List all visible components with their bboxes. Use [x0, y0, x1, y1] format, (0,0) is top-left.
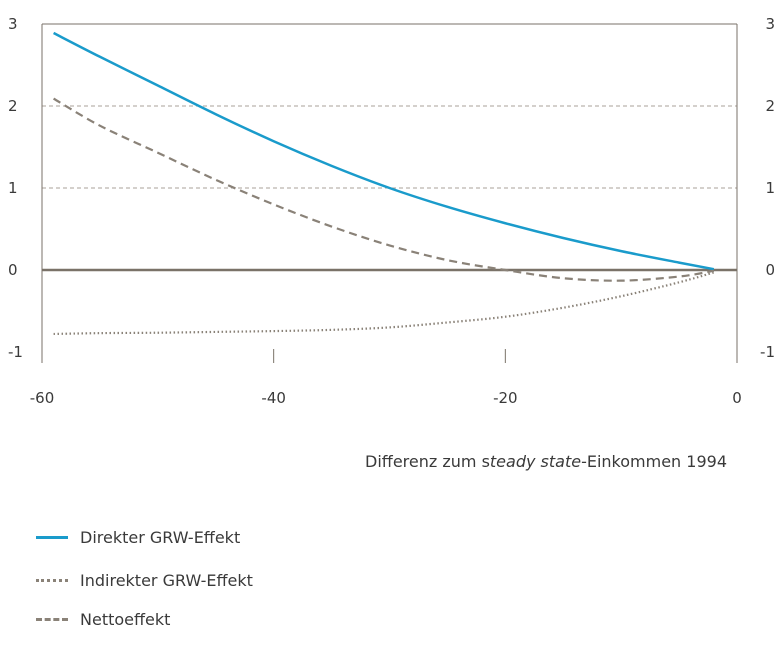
y-tick-label-right: 3: [765, 15, 775, 33]
y-tick-label-right: 0: [765, 261, 775, 279]
line-chart: 3 3 2 2 1 1 0 0 -1 -1 -60 -40 -20 0: [8, 15, 775, 407]
series-line-solid: [53, 31, 715, 271]
legend-item-direct: Direkter GRW-Effekt: [36, 522, 253, 552]
y-tick-label-right: 2: [765, 97, 775, 115]
legend-swatch-solid: [36, 535, 68, 539]
x-axis-label: Differenz zum steady state-Einkommen 199…: [365, 452, 727, 471]
legend-item-net: Nettoeffekt: [36, 604, 253, 634]
axes: [41, 24, 738, 363]
legend: Direkter GRW-Effekt Indirekter GRW-Effek…: [36, 522, 253, 647]
y-tick-label-left: 0: [8, 261, 18, 279]
y-tick-label-left: -1: [8, 343, 23, 361]
grid-lines: [42, 23, 737, 189]
y-tick-label-right: -1: [760, 343, 775, 361]
series-lines: [53, 31, 715, 336]
legend-swatch-dashed: [36, 617, 68, 621]
series-line-dotted: [53, 271, 715, 336]
series-line-dashed: [53, 97, 715, 282]
legend-label-net: Nettoeffekt: [80, 609, 171, 629]
legend-label-indirect: Indirekter GRW-Effekt: [80, 570, 253, 590]
tick-labels: 3 3 2 2 1 1 0 0 -1 -1 -60 -40 -20 0: [8, 15, 775, 407]
x-tick-label: -60: [30, 389, 55, 407]
legend-label-direct: Direkter GRW-Effekt: [80, 527, 241, 547]
y-tick-label-right: 1: [765, 179, 775, 197]
y-tick-label-left: 2: [8, 97, 18, 115]
legend-item-indirect: Indirekter GRW-Effekt: [36, 565, 253, 595]
y-tick-label-left: 3: [8, 15, 18, 33]
x-tick-label: -20: [493, 389, 518, 407]
y-tick-label-left: 1: [8, 179, 18, 197]
x-tick-label: -40: [261, 389, 286, 407]
x-tick-label: 0: [732, 389, 742, 407]
legend-swatch-dotted: [36, 578, 68, 582]
